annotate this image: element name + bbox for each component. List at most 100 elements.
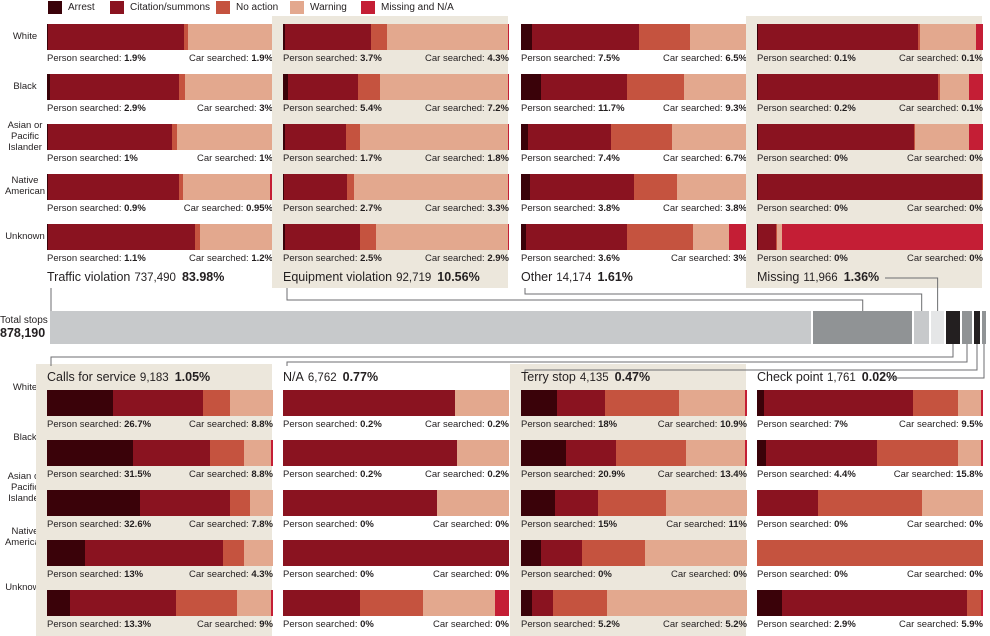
row-label: White: [3, 382, 47, 393]
car-searched: Car searched: 9.5%: [757, 419, 983, 430]
person-searched-label: Person searched:: [283, 53, 361, 64]
bar-segment-warning: [606, 590, 747, 616]
bar-segment-warning: [250, 490, 273, 516]
person-searched-value: 1.1%: [124, 253, 146, 264]
bar-segment-warning: [454, 390, 509, 416]
bar-segment-arrest: [521, 74, 542, 100]
car-searched: Car searched: 0%: [757, 253, 983, 264]
car-searched-value: 0.1%: [961, 103, 983, 114]
bar-segment-warning: [185, 74, 273, 100]
panel-title: Terry stop 4,135 0.47%: [521, 370, 650, 386]
legend-label: Missing and N/A: [381, 2, 454, 13]
bar-segment-no-action: [582, 540, 646, 566]
row-label-line: Native: [11, 526, 39, 537]
person-searched: Person searched: 1.9%: [47, 53, 146, 64]
person-searched-label: Person searched:: [757, 619, 835, 630]
person-searched: Person searched: 7.5%: [521, 53, 620, 64]
person-searched: Person searched: 0%: [757, 519, 848, 530]
bar-segment-arrest: [757, 590, 782, 616]
person-searched: Person searched: 5.2%: [521, 619, 620, 630]
car-searched-label: Car searched:: [906, 153, 970, 164]
person-searched-value: 0%: [834, 569, 848, 580]
person-searched-label: Person searched:: [757, 519, 835, 530]
person-searched-value: 32.6%: [124, 519, 152, 530]
bar-segment-citation: [49, 74, 179, 100]
legend-label: Citation/summons: [130, 2, 211, 13]
person-searched-value: 7%: [834, 419, 848, 430]
person-searched-value: 2.9%: [124, 103, 146, 114]
row-label-line: Black: [13, 80, 37, 92]
stacked-bar: [47, 124, 273, 150]
car-searched-value: 9%: [259, 619, 273, 630]
person-searched-label: Person searched:: [47, 419, 125, 430]
panel-count: 1,761: [827, 372, 856, 384]
bar-segment-missing: [744, 440, 747, 466]
total-bar-segment: [962, 311, 972, 344]
car-searched-label: Car searched:: [189, 419, 252, 430]
person-searched-label: Person searched:: [521, 569, 599, 580]
bar-segment-citation: [47, 174, 179, 200]
total-bar-segment: [813, 311, 913, 344]
stacked-bar: [47, 390, 273, 416]
car-searched-label: Car searched:: [189, 469, 252, 480]
legend-label: No action: [236, 2, 279, 13]
panel-percent: 10.56%: [437, 270, 480, 284]
bar-segment-arrest: [521, 540, 542, 566]
person-searched-label: Person searched:: [521, 203, 599, 214]
row-label-line: White: [12, 30, 38, 42]
bar-segment-citation: [112, 390, 203, 416]
car-searched-value: 0%: [969, 203, 983, 214]
stacked-bar: [757, 24, 983, 50]
person-searched-label: Person searched:: [521, 619, 599, 630]
person-searched-value: 0%: [834, 153, 848, 164]
bar-segment-warning: [243, 440, 271, 466]
row-label: Asian or Pacific Islander: [3, 471, 47, 504]
car-searched-value: 5.9%: [961, 619, 983, 630]
stacked-bar: [47, 590, 273, 616]
car-searched-value: 3.3%: [487, 203, 509, 214]
bar-segment-arrest: [521, 174, 531, 200]
bar-segment-citation: [287, 74, 358, 100]
person-searched-value: 0%: [360, 569, 374, 580]
car-searched: Car searched: 1%: [47, 153, 273, 164]
car-searched-value: 0%: [495, 619, 509, 630]
row-label-line: White: [12, 381, 38, 393]
person-searched-value: 0.2%: [834, 103, 856, 114]
bar-segment-missing: [507, 224, 509, 250]
connector-line: [286, 288, 864, 311]
car-searched-value: 9.3%: [725, 103, 747, 114]
bar-segment-warning: [243, 540, 273, 566]
person-searched-label: Person searched:: [283, 153, 361, 164]
bar-segment-no-action: [346, 124, 360, 150]
bar-segment-citation: [525, 224, 628, 250]
car-searched-label: Car searched:: [899, 53, 962, 64]
bar-segment-arrest: [521, 590, 533, 616]
car-searched-label: Car searched:: [425, 419, 488, 430]
car-searched: Car searched: 0.2%: [283, 469, 509, 480]
car-searched-label: Car searched:: [196, 153, 260, 164]
bar-segment-arrest: [521, 224, 526, 250]
stacked-bar: [521, 390, 747, 416]
bar-segment-arrest: [283, 224, 286, 250]
car-searched-label: Car searched:: [196, 103, 260, 114]
bar-segment-citation: [781, 590, 968, 616]
bar-segment-arrest: [757, 440, 767, 466]
bar-segment-no-action: [627, 224, 693, 250]
bar-segment-citation: [47, 124, 173, 150]
panel-reason: Calls for service: [47, 370, 136, 384]
person-searched-label: Person searched:: [47, 569, 125, 580]
car-searched-label: Car searched:: [663, 53, 726, 64]
person-searched-label: Person searched:: [757, 203, 835, 214]
stacked-bar: [47, 224, 273, 250]
person-searched: Person searched: 0.1%: [757, 53, 856, 64]
car-searched-value: 8.8%: [251, 419, 273, 430]
bar-segment-citation: [532, 24, 639, 50]
row-label: White: [3, 31, 47, 42]
bar-segment-warning: [777, 224, 782, 250]
person-searched-value: 5.4%: [360, 103, 382, 114]
stacked-bar: [283, 124, 509, 150]
bar-segment-no-action: [183, 24, 189, 50]
person-searched-label: Person searched:: [47, 103, 125, 114]
person-searched-label: Person searched:: [283, 469, 361, 480]
car-searched-value: 0%: [969, 519, 983, 530]
